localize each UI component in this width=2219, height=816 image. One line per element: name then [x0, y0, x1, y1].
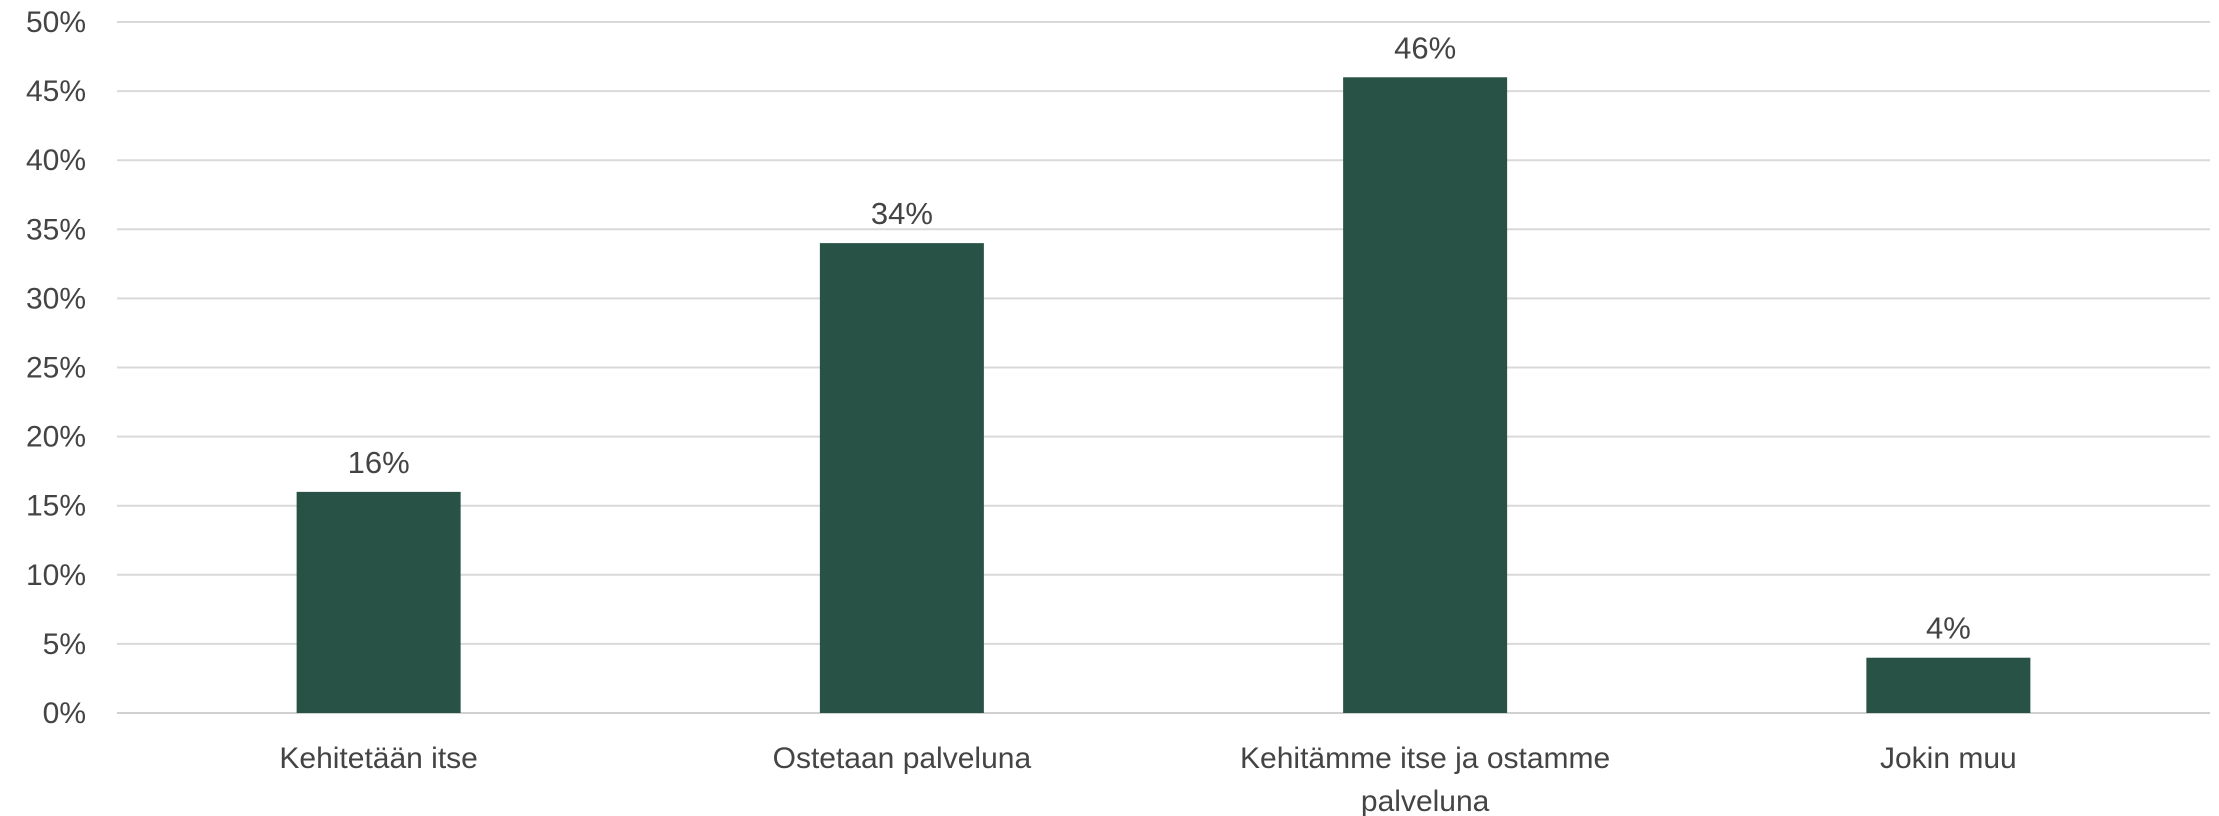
x-axis-labels: Kehitetään itse Ostetaan palveluna Kehitäm…: [279, 742, 2016, 816]
data-label: 34%: [871, 196, 933, 231]
y-tick-label: 30%: [26, 282, 86, 315]
x-tick-label: Jokin muu: [1880, 742, 2017, 775]
y-tick-label: 20%: [26, 421, 86, 454]
data-label: 4%: [1926, 611, 1971, 646]
data-label: 46%: [1394, 30, 1456, 65]
bar: [296, 491, 461, 713]
bars: [296, 77, 2031, 713]
y-tick-label: 45%: [26, 75, 86, 108]
gridlines: [117, 21, 2210, 714]
x-tick-label: Ostetaan palveluna: [773, 742, 1032, 775]
y-axis-ticks: 0% 5% 10% 15% 20% 25% 30% 35% 40% 45% 50%: [26, 6, 86, 730]
y-tick-label: 35%: [26, 213, 86, 246]
y-tick-label: 40%: [26, 144, 86, 177]
x-tick-label: Kehitetään itse: [279, 742, 477, 775]
y-tick-label: 5%: [43, 628, 86, 661]
y-tick-label: 10%: [26, 559, 86, 592]
bar: [819, 243, 984, 713]
y-tick-label: 50%: [26, 6, 86, 39]
y-tick-label: 25%: [26, 352, 86, 385]
bar: [1866, 657, 2031, 713]
bar: [1343, 77, 1508, 713]
y-tick-label: 15%: [26, 490, 86, 523]
data-label: 16%: [348, 445, 410, 480]
x-tick-label: Kehitämme itse ja ostamme palveluna: [1240, 742, 1610, 816]
data-labels: 16% 34% 46% 4%: [348, 30, 1971, 645]
y-tick-label: 0%: [43, 697, 86, 730]
